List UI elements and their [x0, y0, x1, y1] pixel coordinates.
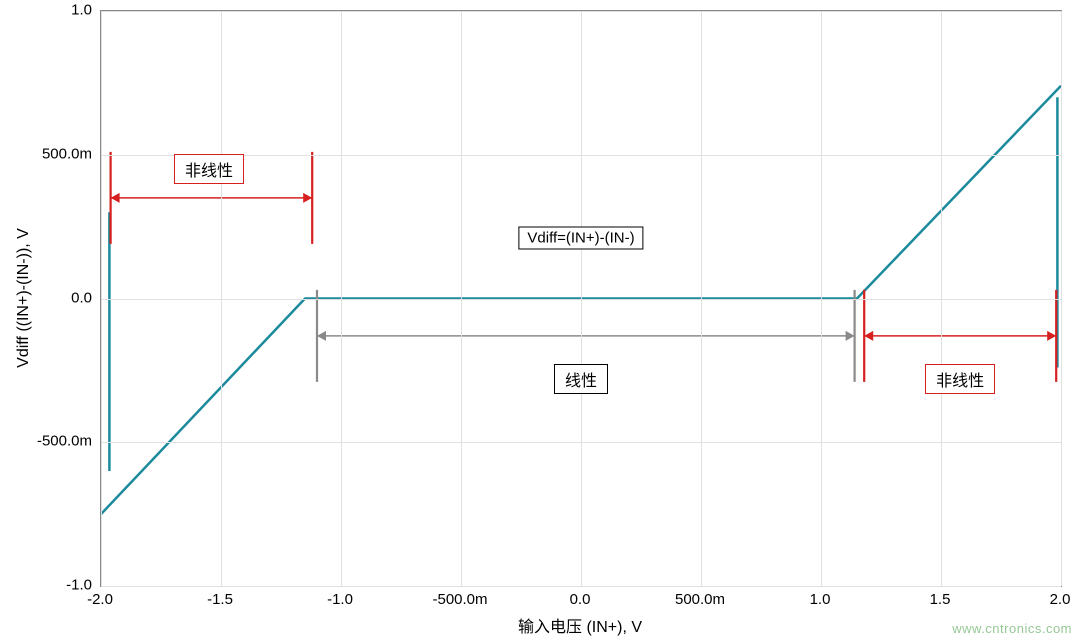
y-tick-label: -1.0	[66, 577, 92, 594]
x-tick-label: 1.0	[810, 591, 831, 608]
x-tick-label: 2.0	[1050, 591, 1071, 608]
y-tick-label: 500.0m	[42, 145, 92, 162]
y-axis-label: Vdiff ((IN+)-(IN-)), V	[15, 228, 33, 368]
y-tick-label: 0.0	[71, 289, 92, 306]
gridline-h	[101, 299, 1061, 300]
gridline-h	[101, 11, 1061, 12]
y-tick-label: 1.0	[71, 2, 92, 19]
x-tick-label: -1.5	[207, 591, 233, 608]
x-tick-label: 500.0m	[675, 591, 725, 608]
gridline-h	[101, 155, 1061, 156]
gridline-h	[101, 586, 1061, 587]
region-label-right_nonlinear: 非线性	[925, 364, 995, 394]
gridline-v	[1061, 11, 1062, 586]
x-axis-label: 输入电压 (IN+), V	[518, 613, 642, 637]
x-tick-label: -2.0	[87, 591, 113, 608]
arrowhead-right-icon	[303, 193, 312, 203]
plot-area: 非线性线性非线性Vdiff=(IN+)-(IN-)	[100, 10, 1062, 587]
watermark: www.cntronics.com	[952, 621, 1072, 636]
arrowhead-right-icon	[846, 331, 855, 341]
arrowhead-right-icon	[1047, 331, 1056, 341]
x-tick-label: 0.0	[570, 591, 591, 608]
x-tick-label: -1.0	[327, 591, 353, 608]
arrowhead-left-icon	[864, 331, 873, 341]
x-tick-label: -500.0m	[432, 591, 487, 608]
region-label-linear: 线性	[554, 364, 608, 394]
arrowhead-left-icon	[111, 193, 120, 203]
formula-box: Vdiff=(IN+)-(IN-)	[518, 227, 643, 250]
x-tick-label: 1.5	[930, 591, 951, 608]
gridline-h	[101, 442, 1061, 443]
chart-root: 非线性线性非线性Vdiff=(IN+)-(IN-) Vdiff ((IN+)-(…	[0, 0, 1080, 643]
y-tick-label: -500.0m	[37, 433, 92, 450]
region-label-left_nonlinear: 非线性	[174, 154, 244, 184]
arrowhead-left-icon	[317, 331, 326, 341]
